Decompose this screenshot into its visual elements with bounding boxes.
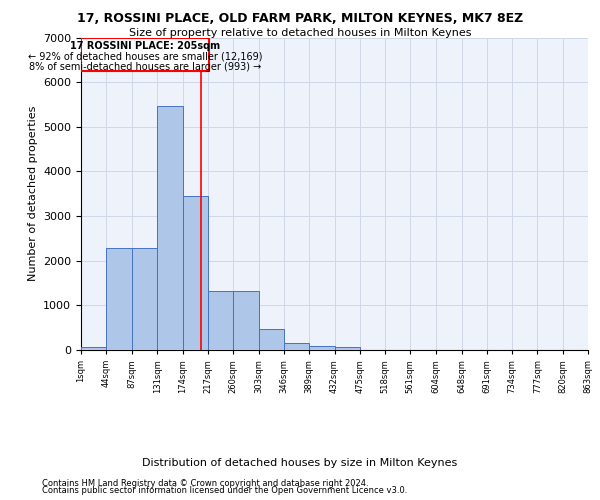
- FancyBboxPatch shape: [81, 38, 209, 71]
- Bar: [309, 346, 335, 350]
- Y-axis label: Number of detached properties: Number of detached properties: [28, 106, 38, 282]
- Bar: [81, 346, 106, 350]
- Text: Distribution of detached houses by size in Milton Keynes: Distribution of detached houses by size …: [142, 458, 458, 468]
- Text: 17, ROSSINI PLACE, OLD FARM PARK, MILTON KEYNES, MK7 8EZ: 17, ROSSINI PLACE, OLD FARM PARK, MILTON…: [77, 12, 523, 26]
- Text: 17 ROSSINI PLACE: 205sqm: 17 ROSSINI PLACE: 205sqm: [70, 41, 220, 51]
- Bar: [284, 343, 309, 350]
- Bar: [131, 248, 157, 350]
- Bar: [335, 347, 360, 350]
- Bar: [208, 291, 233, 350]
- Text: Contains HM Land Registry data © Crown copyright and database right 2024.: Contains HM Land Registry data © Crown c…: [42, 478, 368, 488]
- Bar: [157, 106, 183, 350]
- Text: Contains public sector information licensed under the Open Government Licence v3: Contains public sector information licen…: [42, 486, 407, 495]
- Bar: [106, 248, 131, 350]
- Text: Size of property relative to detached houses in Milton Keynes: Size of property relative to detached ho…: [129, 28, 471, 38]
- Bar: [233, 291, 259, 350]
- Text: 8% of semi-detached houses are larger (993) →: 8% of semi-detached houses are larger (9…: [29, 62, 261, 72]
- Bar: [259, 329, 284, 350]
- Bar: [183, 196, 208, 350]
- Text: ← 92% of detached houses are smaller (12,169): ← 92% of detached houses are smaller (12…: [28, 52, 262, 62]
